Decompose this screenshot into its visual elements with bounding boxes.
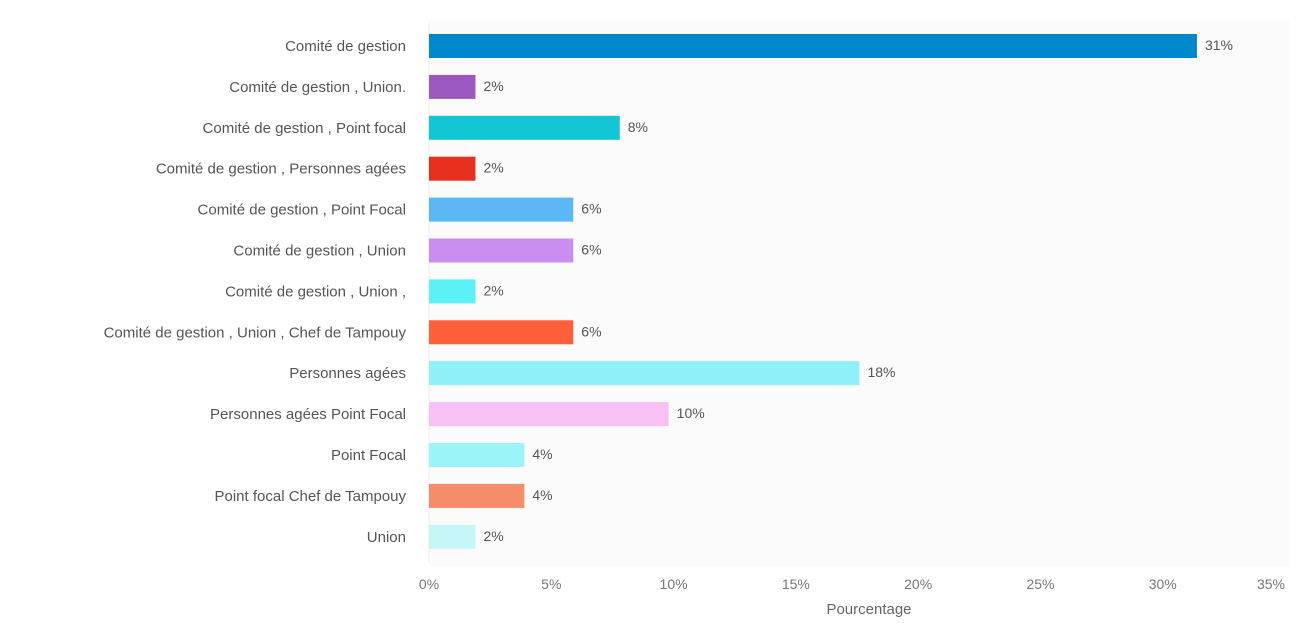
category-labels: Comité de gestion Comité de gestion , Uni…: [104, 38, 407, 546]
bar-8: [429, 361, 860, 386]
value-label: 18%: [867, 364, 895, 380]
category-label: Personnes agées: [289, 365, 406, 382]
category-label: Comité de gestion: [285, 38, 406, 55]
category-label: Personnes agées Point Focal: [210, 406, 406, 423]
value-label: 2%: [483, 282, 503, 298]
category-label: Comité de gestion , Union ,: [225, 283, 406, 300]
bars-group: [429, 34, 1197, 549]
bar-2: [429, 115, 620, 140]
category-label: Comité de gestion , Union.: [229, 79, 406, 96]
value-label: 2%: [483, 528, 503, 544]
bar-6: [429, 279, 476, 304]
x-tick-label: 30%: [1149, 576, 1177, 592]
x-tick-label: 10%: [660, 576, 688, 592]
category-label: Point Focal: [331, 447, 406, 464]
bar-12: [429, 524, 476, 549]
value-label: 6%: [581, 323, 601, 339]
category-label: Comité de gestion , Point focal: [203, 120, 406, 137]
bar-5: [429, 238, 574, 263]
bar-0: [429, 34, 1197, 58]
bar-3: [429, 156, 476, 181]
x-tick-label: 35%: [1257, 576, 1285, 592]
value-labels: 31% 2% 8% 2% 6% 6% 2% 6% 18% 10% 4% 4% 2%: [483, 37, 1233, 544]
bar-11: [429, 483, 525, 508]
value-label: 8%: [628, 119, 648, 135]
value-label: 6%: [581, 201, 601, 217]
value-label: 2%: [483, 78, 503, 94]
bar-9: [429, 402, 669, 427]
value-label: 2%: [483, 160, 503, 176]
x-tick-label: 0%: [419, 576, 439, 592]
category-label: Comité de gestion , Point Focal: [198, 202, 406, 219]
value-label: 10%: [677, 405, 705, 421]
value-label: 31%: [1205, 37, 1233, 53]
x-tick-label: 15%: [782, 576, 810, 592]
category-label: Point focal Chef de Tampouy: [214, 488, 406, 505]
bar-4: [429, 197, 574, 222]
bar-7: [429, 320, 574, 345]
bar-10: [429, 443, 525, 467]
x-tick-label: 25%: [1026, 576, 1054, 592]
value-label: 4%: [532, 487, 552, 503]
plot-background: [429, 20, 1289, 566]
category-label: Comité de gestion , Union , Chef de Tamp…: [104, 324, 407, 341]
x-tick-label: 20%: [904, 576, 932, 592]
value-label: 6%: [581, 242, 601, 258]
category-label: Comité de gestion , Personnes agées: [156, 161, 406, 178]
x-tick-label: 5%: [541, 576, 561, 592]
x-axis-ticks: 0% 5% 10% 15% 20% 25% 30% 35%: [419, 576, 1285, 592]
value-label: 4%: [532, 446, 552, 462]
bar-1: [429, 74, 476, 99]
x-axis-title: Pourcentage: [826, 601, 911, 618]
category-label: Union: [367, 529, 406, 546]
category-label: Comité de gestion , Union: [233, 243, 406, 260]
